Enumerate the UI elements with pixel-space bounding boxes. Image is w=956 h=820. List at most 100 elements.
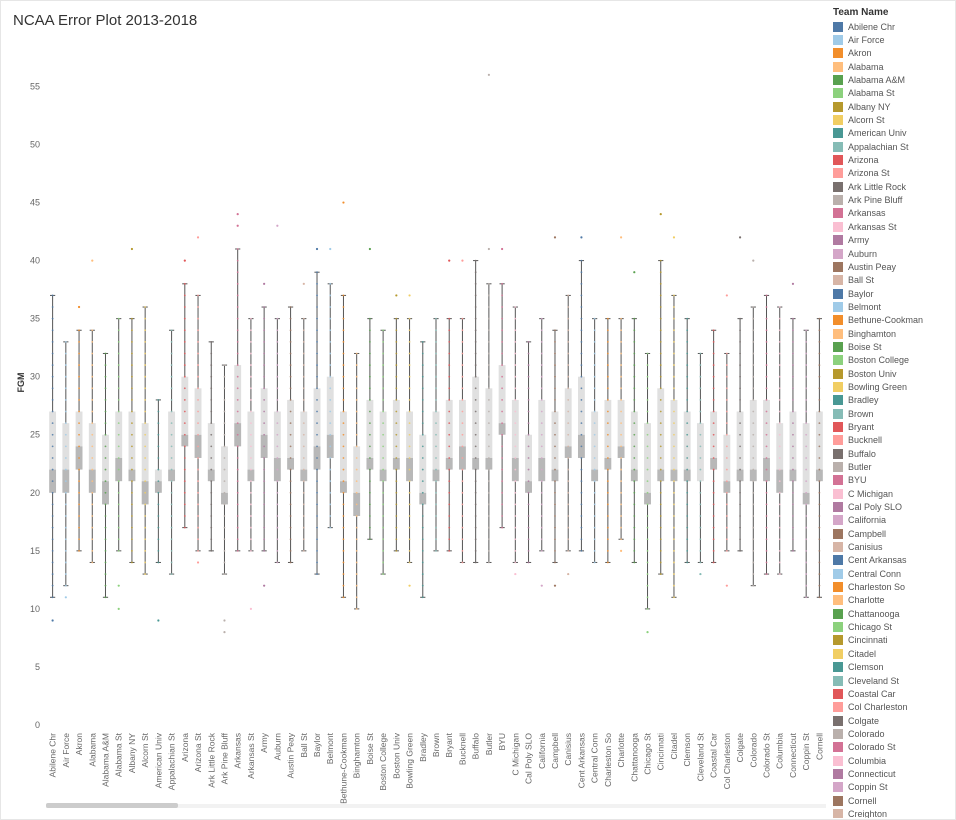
outlier-point [51, 619, 54, 622]
legend-item[interactable]: Colorado [833, 727, 945, 740]
data-point [461, 457, 464, 459]
data-point [699, 422, 702, 425]
data-point [712, 457, 715, 459]
legend-item[interactable]: Arizona [833, 153, 945, 166]
legend-item[interactable]: Ball St [833, 274, 945, 287]
legend-item[interactable]: Army [833, 234, 945, 247]
legend[interactable]: Team Name Abilene Chr Air Force Akron Alaba… [833, 6, 945, 818]
data-point [144, 457, 147, 459]
data-point [580, 526, 583, 529]
data-point [302, 468, 305, 471]
legend-item[interactable]: Alabama A&M [833, 73, 945, 86]
legend-item[interactable]: C Michigan [833, 487, 945, 500]
legend-item[interactable]: Bucknell [833, 434, 945, 447]
legend-item[interactable]: Bryant [833, 420, 945, 433]
legend-item[interactable]: Campbell [833, 527, 945, 540]
data-point [765, 399, 768, 401]
legend-item[interactable]: Cent Arkansas [833, 554, 945, 567]
legend-item[interactable]: Creighton [833, 807, 945, 818]
legend-item[interactable]: Boston College [833, 354, 945, 367]
legend-item[interactable]: Chattanooga [833, 607, 945, 620]
legend-item[interactable]: Arizona St [833, 167, 945, 180]
legend-item[interactable]: Abilene Chr [833, 20, 945, 33]
legend-label: Campbell [848, 528, 887, 539]
legend-label: Bethune-Cookman [848, 315, 924, 326]
legend-item[interactable]: Ark Little Rock [833, 180, 945, 193]
data-point [593, 457, 596, 459]
legend-item[interactable]: Bethune-Cookman [833, 314, 945, 327]
data-point [197, 422, 199, 425]
legend-item[interactable]: Alcorn St [833, 113, 945, 126]
legend-item[interactable]: Colgate [833, 714, 945, 727]
box-lower [749, 469, 757, 482]
legend-item[interactable]: Arkansas St [833, 220, 945, 233]
legend-item[interactable]: Coastal Car [833, 687, 945, 700]
data-point [474, 364, 477, 366]
data-point [752, 306, 755, 308]
x-tick-label: Air Force [61, 733, 71, 768]
legend-item[interactable]: Appalachian St [833, 140, 945, 153]
data-point [778, 526, 781, 529]
legend-item[interactable]: Akron [833, 47, 945, 60]
legend-item[interactable]: Butler [833, 460, 945, 473]
legend-item[interactable]: Cincinnati [833, 634, 945, 647]
x-tick-label: Alabama [87, 733, 97, 767]
legend-item[interactable]: Buffalo [833, 447, 945, 460]
legend-item[interactable]: Alabama St [833, 87, 945, 100]
legend-item[interactable]: Albany NY [833, 100, 945, 113]
legend-item[interactable]: Columbia [833, 754, 945, 767]
horizontal-scrollbar-track[interactable] [46, 804, 826, 808]
legend-item[interactable]: Binghamton [833, 327, 945, 340]
data-point [461, 329, 464, 332]
data-point [263, 549, 266, 552]
legend-item[interactable]: Ark Pine Bluff [833, 193, 945, 206]
legend-swatch [833, 555, 843, 566]
legend-item[interactable]: Col Charleston [833, 701, 945, 714]
legend-item[interactable]: Clemson [833, 661, 945, 674]
box-group [630, 271, 638, 564]
data-point [461, 422, 464, 425]
legend-item[interactable]: Boise St [833, 340, 945, 353]
legend-item[interactable]: Air Force [833, 33, 945, 46]
data-point [64, 375, 67, 378]
data-point [197, 491, 199, 494]
legend-item[interactable]: Auburn [833, 247, 945, 260]
legend-item[interactable]: Bowling Green [833, 380, 945, 393]
legend-item[interactable]: Belmont [833, 300, 945, 313]
data-point [818, 480, 821, 483]
data-point [805, 596, 808, 599]
legend-item[interactable]: Citadel [833, 647, 945, 660]
legend-item[interactable]: California [833, 514, 945, 527]
legend-item[interactable]: Bradley [833, 394, 945, 407]
legend-item[interactable]: Brown [833, 407, 945, 420]
legend-item[interactable]: Austin Peay [833, 260, 945, 273]
data-point [725, 468, 728, 471]
legend-item[interactable]: American Univ [833, 127, 945, 140]
data-point [487, 538, 490, 541]
legend-item[interactable]: Baylor [833, 287, 945, 300]
data-point [421, 573, 424, 575]
legend-item[interactable]: BYU [833, 474, 945, 487]
x-tick-label: Colgate [735, 733, 745, 763]
legend-item[interactable]: Alabama [833, 60, 945, 73]
legend-item[interactable]: Connecticut [833, 767, 945, 780]
legend-item[interactable]: Cal Poly SLO [833, 500, 945, 513]
legend-item[interactable]: Central Conn [833, 567, 945, 580]
legend-item[interactable]: Colorado St [833, 741, 945, 754]
data-point [554, 468, 556, 471]
data-point [501, 329, 504, 332]
legend-item[interactable]: Coppin St [833, 781, 945, 794]
legend-item[interactable]: Chicago St [833, 620, 945, 633]
box-group [221, 364, 228, 634]
horizontal-scrollbar-thumb[interactable] [46, 803, 178, 808]
legend-item[interactable]: Arkansas [833, 207, 945, 220]
legend-item[interactable]: Charleston So [833, 580, 945, 593]
data-point [117, 445, 120, 448]
legend-item[interactable]: Charlotte [833, 594, 945, 607]
legend-item[interactable]: Canisius [833, 540, 945, 553]
legend-item[interactable]: Cleveland St [833, 674, 945, 687]
data-point [408, 515, 411, 517]
legend-item[interactable]: Boston Univ [833, 367, 945, 380]
legend-item[interactable]: Cornell [833, 794, 945, 807]
data-point [144, 410, 147, 413]
